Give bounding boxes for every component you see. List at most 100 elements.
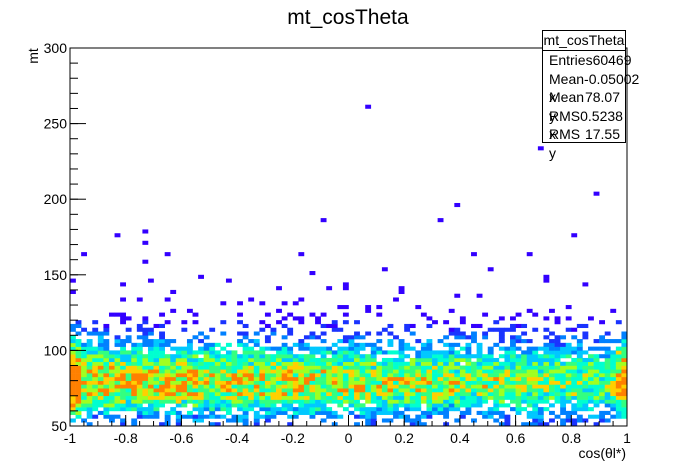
heatmap-cell — [331, 391, 338, 397]
stats-row-rms-x: RMS x 0.5238 — [543, 107, 625, 143]
heatmap-cell — [108, 312, 115, 317]
heatmap-cell — [504, 395, 511, 400]
heatmap-cell — [571, 350, 578, 355]
heatmap-cell — [526, 252, 533, 257]
heatmap-cell — [337, 388, 344, 393]
heatmap-cell — [521, 380, 528, 385]
heatmap-cell — [276, 399, 282, 404]
heatmap-cell — [582, 331, 589, 336]
heatmap-cell — [242, 376, 249, 381]
heatmap-cell — [504, 380, 511, 385]
heatmap-cell — [415, 361, 422, 366]
heatmap-cell — [337, 346, 344, 351]
heatmap-cell — [209, 407, 216, 412]
heatmap-cell — [582, 357, 589, 363]
heatmap-cell — [81, 361, 88, 366]
heatmap-cell — [471, 331, 477, 336]
heatmap-cell — [75, 331, 82, 336]
heatmap-cell — [582, 380, 589, 385]
heatmap-cell — [487, 354, 494, 359]
heatmap-cell — [604, 418, 611, 423]
heatmap-cell — [175, 410, 182, 415]
heatmap-cell — [181, 395, 188, 400]
heatmap-cell — [231, 373, 238, 378]
heatmap-cell — [376, 384, 383, 389]
heatmap-cell — [487, 365, 494, 370]
heatmap-cell — [209, 403, 216, 408]
heatmap-cell — [320, 407, 327, 412]
heatmap-cell — [465, 395, 472, 400]
heatmap-cell — [108, 380, 115, 385]
heatmap-cell — [437, 218, 444, 223]
heatmap-cell — [225, 369, 232, 374]
heatmap-cell — [198, 346, 204, 351]
heatmap-cell — [253, 384, 260, 389]
heatmap-cell — [131, 342, 138, 347]
heatmap-cell — [198, 391, 204, 397]
heatmap-cell — [537, 346, 544, 351]
heatmap-cell — [582, 365, 589, 370]
heatmap-cell — [315, 350, 321, 355]
heatmap-cell — [114, 384, 121, 389]
heatmap-cell — [220, 414, 227, 419]
heatmap-cell — [621, 339, 628, 344]
heatmap-cell — [593, 380, 600, 385]
heatmap-cell — [420, 350, 427, 355]
heatmap-cell — [242, 346, 249, 351]
heatmap-cell — [476, 403, 483, 408]
heatmap-cell — [231, 384, 238, 389]
heatmap-cell — [331, 410, 338, 415]
heatmap-cell — [359, 403, 366, 408]
heatmap-cell — [136, 369, 143, 374]
heatmap-cell — [203, 357, 210, 363]
heatmap-cell — [120, 361, 126, 366]
heatmap-cell — [510, 399, 516, 404]
heatmap-cell — [142, 335, 149, 340]
heatmap-cell — [526, 376, 533, 381]
heatmap-cell — [170, 289, 177, 294]
heatmap-cell — [454, 380, 461, 385]
heatmap-cell — [432, 373, 438, 378]
heatmap-cell — [186, 357, 193, 363]
heatmap-cell — [404, 403, 411, 408]
heatmap-cell — [225, 410, 232, 415]
heatmap-cell — [532, 395, 539, 400]
heatmap-cell — [147, 361, 154, 366]
heatmap-cell — [621, 369, 628, 374]
heatmap-cell — [604, 388, 611, 393]
heatmap-cell — [342, 391, 349, 397]
heatmap-cell — [593, 422, 600, 427]
heatmap-cell — [621, 357, 628, 363]
heatmap-cell — [593, 388, 600, 393]
heatmap-cell — [292, 414, 299, 419]
heatmap-cell — [604, 380, 611, 385]
heatmap-cell — [342, 305, 349, 310]
heatmap-cell — [471, 354, 477, 359]
heatmap-cell — [487, 373, 494, 378]
heatmap-cell — [209, 391, 216, 397]
heatmap-cell — [125, 373, 132, 378]
heatmap-cell — [493, 384, 500, 389]
heatmap-cell — [192, 350, 199, 355]
heatmap-cell — [214, 361, 221, 366]
heatmap-cell — [186, 346, 193, 351]
heatmap-cell — [125, 369, 132, 374]
heatmap-cell — [426, 395, 433, 400]
heatmap-cell — [337, 384, 344, 389]
heatmap-cell — [554, 388, 561, 393]
heatmap-cell — [70, 357, 76, 363]
heatmap-cell — [81, 391, 88, 397]
heatmap-cell — [331, 357, 338, 363]
heatmap-cell — [432, 361, 438, 366]
heatmap-cell — [186, 342, 193, 347]
heatmap-cell — [136, 403, 143, 408]
heatmap-cell — [108, 376, 115, 381]
heatmap-cell — [70, 399, 76, 404]
stats-value: 17.55 — [584, 126, 620, 143]
heatmap-cell — [198, 407, 204, 412]
heatmap-cell — [432, 407, 438, 412]
heatmap-cell — [398, 391, 405, 397]
heatmap-cell — [615, 388, 622, 393]
heatmap-cell — [398, 350, 405, 355]
heatmap-cell — [521, 365, 528, 370]
